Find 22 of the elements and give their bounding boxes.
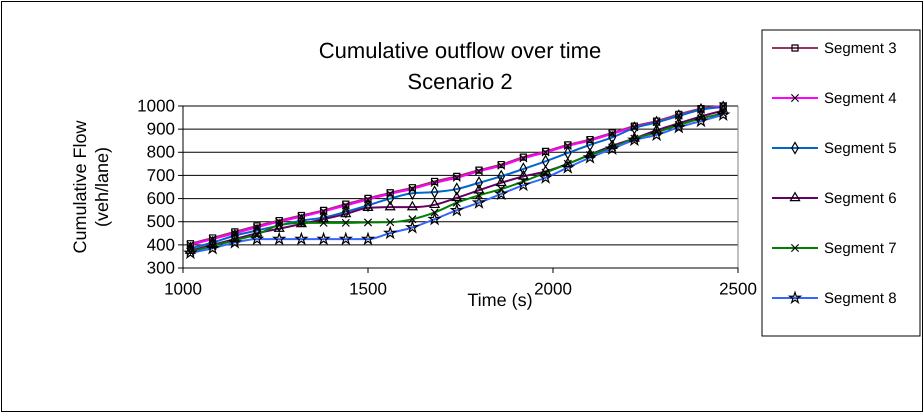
x-tick-label: 2500 [719, 280, 757, 299]
y-tick-label: 400 [146, 235, 175, 254]
legend-label: Segment 5 [824, 140, 897, 157]
legend-label: Segment 4 [824, 90, 897, 107]
x-tick-label: 1000 [164, 280, 202, 299]
legend-label: Segment 3 [824, 40, 897, 57]
chart-title: Cumulative outflow over time [318, 38, 602, 63]
y-tick-label: 800 [146, 142, 175, 162]
chart-subtitle: Scenario 2 [407, 69, 513, 94]
x-tick-label: 2000 [534, 280, 572, 299]
y-axis-title: Cumulative Flow (veh/lane) [70, 119, 112, 254]
y-tick-label: 700 [146, 166, 175, 185]
x-tick-label: 1500 [349, 280, 387, 299]
y-tick-label: 900 [146, 120, 175, 139]
legend-label: Segment 7 [824, 240, 897, 257]
y-tick-label: 600 [146, 189, 175, 208]
legend-label: Segment 8 [824, 290, 897, 307]
y-tick-label: 500 [146, 212, 175, 232]
legend-label: Segment 6 [824, 190, 897, 207]
y-tick-label: 1000 [137, 96, 175, 116]
x-axis-title: Time (s) [467, 290, 533, 310]
y-tick-label: 300 [146, 258, 175, 278]
